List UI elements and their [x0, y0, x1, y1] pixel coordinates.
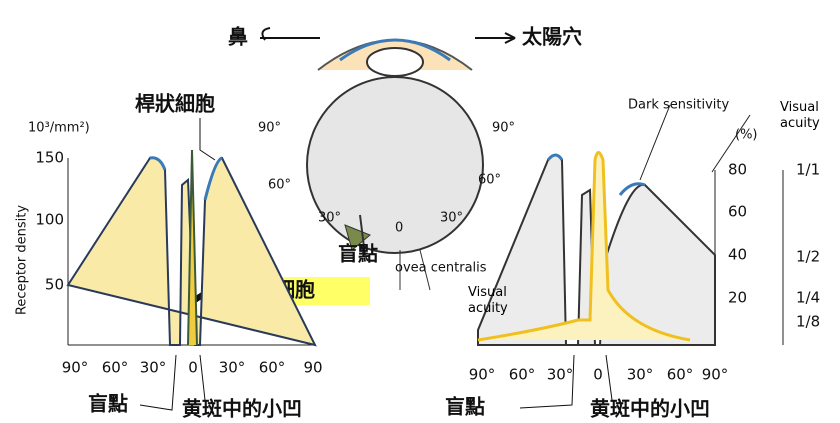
left-blind-spot: 盲點: [88, 392, 128, 416]
left-x-tick: 30°: [219, 359, 246, 377]
acuity-label-box: Visual acuity: [468, 285, 538, 325]
acuity-tick: 1/1: [796, 161, 820, 179]
right-x-tick: 60°: [667, 366, 694, 384]
eye-blind-spot: 盲點: [338, 242, 378, 266]
figure: 鼻 太陽穴 桿狀細胞 錐狀細胞 90° 60° 30° 0 30° 60° 90…: [0, 0, 840, 423]
eye-angle: 30°: [440, 211, 463, 226]
eye-angle: 90°: [492, 121, 515, 136]
right-fovea: 黄斑中的小凹: [590, 397, 710, 421]
acuity-tick: 1/4: [796, 289, 820, 307]
right-x-tick: 90°: [702, 366, 729, 384]
eye-illustration: [260, 28, 515, 290]
left-fovea: 黄斑中的小凹: [182, 397, 302, 421]
right-x-tick: 90°: [469, 366, 496, 384]
eye-angle: 60°: [478, 173, 501, 188]
fovea-label: ovea centralis: [395, 261, 487, 276]
left-x-tick: 0: [188, 359, 198, 377]
rods-label: 桿狀細胞: [135, 92, 215, 116]
right-x-tick: 30°: [547, 366, 574, 384]
left-x-tick: 30°: [140, 359, 167, 377]
right-y-tick: 20: [728, 289, 747, 307]
left-unit: 10³/mm²): [28, 121, 90, 136]
left-x-tick: 60°: [259, 359, 286, 377]
temple-label: 太陽穴: [522, 25, 582, 49]
eye-angle: 0: [395, 221, 403, 236]
right-x-tick: 0: [593, 366, 603, 384]
left-y-tick: 50: [45, 276, 64, 294]
eye-angle: 90°: [258, 121, 281, 136]
left-y-tick: 150: [35, 149, 64, 167]
nose-label: 鼻: [228, 25, 248, 49]
right-blind-spot: 盲點: [445, 395, 485, 419]
right-x-tick: 60°: [509, 366, 536, 384]
right-y-tick: 60: [728, 203, 747, 221]
right-y-tick: 80: [728, 161, 747, 179]
acuity-title: Visual acuity: [780, 100, 838, 132]
right-x-tick: 30°: [627, 366, 654, 384]
left-x-tick: 60°: [102, 359, 129, 377]
acuity-label: Visual acuity: [468, 285, 538, 317]
left-x-tick: 90: [303, 359, 322, 377]
dark-sensitivity-label: Dark sensitivity: [628, 98, 729, 113]
eye-angle: 60°: [268, 178, 291, 193]
right-unit: (%): [735, 128, 758, 143]
eye-angle: 30°: [318, 211, 341, 226]
right-y-tick: 40: [728, 246, 747, 264]
acuity-tick: 1/8: [796, 313, 820, 331]
left-x-tick: 90°: [62, 359, 89, 377]
rods-pointer: [200, 118, 215, 160]
left-y-tick: 100: [35, 211, 64, 229]
acuity-tick: 1/2: [796, 248, 820, 266]
acuity-title-box: Visual acuity: [780, 100, 838, 145]
left-y-label: Receptor density: [15, 205, 30, 315]
